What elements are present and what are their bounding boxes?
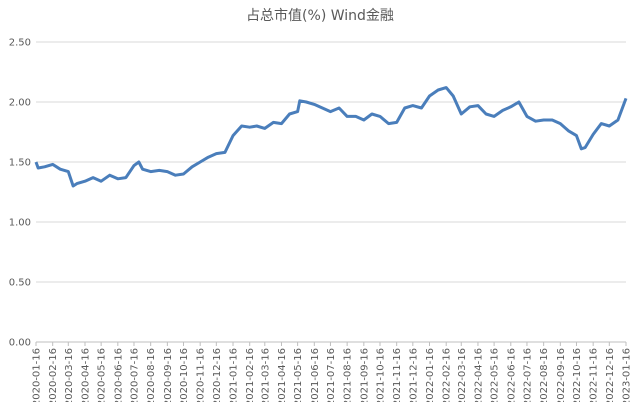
x-tick-label: 2022-04-16: [473, 348, 484, 402]
x-tick-label: 2020-10-16: [179, 348, 190, 402]
x-tick-label: 2022-09-16: [556, 348, 567, 402]
x-tick-label: 2022-10-16: [572, 348, 583, 402]
x-tick-label: 2023-01-16: [622, 348, 633, 402]
x-tick-label: 2021-11-16: [392, 348, 403, 402]
y-tick-label: 2.50: [9, 38, 31, 49]
x-tick-label: 2020-12-16: [212, 348, 223, 402]
x-tick-label: 2020-03-16: [64, 348, 75, 402]
x-tick-label: 2020-01-16: [32, 348, 43, 402]
y-tick-label: 1.50: [9, 158, 31, 169]
x-tick-label: 2021-12-16: [408, 348, 419, 402]
x-tick-label: 2020-09-16: [163, 348, 174, 402]
x-tick-label: 2021-08-16: [343, 348, 354, 402]
x-tick-label: 2021-09-16: [359, 348, 370, 402]
y-tick-label: 2.00: [9, 98, 31, 109]
x-tick-label: 2022-03-16: [457, 348, 468, 402]
x-tick-label: 2022-08-16: [539, 348, 550, 402]
y-tick-label: 0.00: [9, 338, 31, 349]
x-tick-label: 2022-01-16: [425, 348, 436, 402]
x-tick-label: 2020-02-16: [48, 348, 59, 402]
x-tick-label: 2021-02-16: [245, 348, 256, 402]
x-tick-label: 2021-01-16: [229, 348, 240, 402]
x-tick-label: 2021-05-16: [293, 348, 304, 402]
x-tick-label: 2022-07-16: [522, 348, 533, 402]
x-tick-label: 2020-06-16: [113, 348, 124, 402]
x-tick-label: 2021-07-16: [326, 348, 337, 402]
x-tick-label: 2021-03-16: [260, 348, 271, 402]
y-tick-label: 0.50: [9, 278, 31, 289]
x-tick-label: 2020-07-16: [129, 348, 140, 402]
x-tick-label: 2021-04-16: [277, 348, 288, 402]
x-tick-label: 2021-06-16: [310, 348, 321, 402]
x-tick-label: 2020-11-16: [196, 348, 207, 402]
chart-title: 占总市值(%) Wind金融: [246, 7, 394, 24]
series-line: [34, 86, 628, 188]
x-tick-label: 2020-08-16: [146, 348, 157, 402]
x-tick-label: 2022-12-16: [605, 348, 616, 402]
x-tick-label: 2022-11-16: [589, 348, 600, 402]
x-tick-label: 2020-04-16: [80, 348, 91, 402]
x-tick-label: 2021-10-16: [375, 348, 386, 402]
x-tick-label: 2020-05-16: [97, 348, 108, 402]
x-tick-label: 2022-05-16: [490, 348, 501, 402]
x-tick-label: 2022-02-16: [442, 348, 453, 402]
y-tick-label: 1.00: [9, 218, 31, 229]
x-tick-label: 2022-06-16: [506, 348, 517, 402]
